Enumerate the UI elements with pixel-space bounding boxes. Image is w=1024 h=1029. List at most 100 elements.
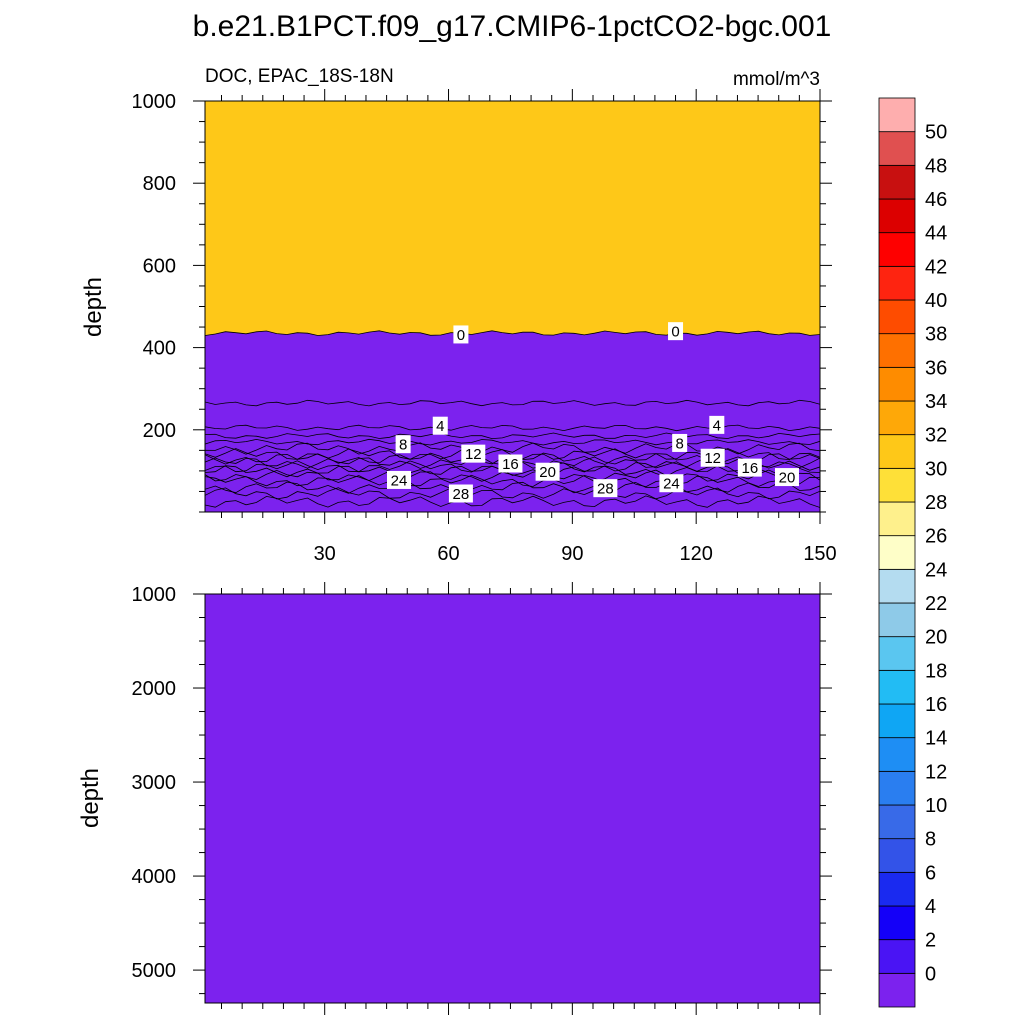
y-tick-label: 1000: [132, 91, 177, 113]
colorbar-swatch: [878, 333, 916, 368]
contour-label: 16: [498, 454, 523, 473]
contour-line-0: [205, 330, 820, 336]
contour-label: 24: [659, 474, 684, 493]
colorbar-label: 50: [925, 122, 947, 144]
svg-text:20: 20: [539, 464, 556, 481]
contour-line-24: [205, 474, 820, 488]
colorbar-swatch: [878, 804, 916, 840]
contour-band-0: [205, 330, 820, 512]
colorbar-label: 32: [925, 425, 947, 447]
colorbar-swatch: [878, 703, 916, 739]
colorbar-label: 30: [925, 458, 947, 480]
contour-line-8: [205, 438, 820, 446]
contour-line-28: [205, 487, 820, 500]
colorbar-swatch: [878, 265, 916, 301]
svg-text:16: 16: [741, 460, 758, 477]
colorbar-label: 12: [925, 761, 947, 783]
colorbar-swatch: [878, 97, 916, 133]
x-tick-label: 120: [679, 543, 712, 565]
colorbar-label: 44: [925, 223, 947, 245]
colorbar-label: 20: [925, 627, 947, 649]
top-panel-right-label: mmol/m^3: [733, 69, 820, 90]
contour-label: 4: [709, 415, 725, 434]
colorbar-label: 14: [925, 728, 947, 750]
colorbar-label: 48: [925, 155, 947, 177]
colorbar-label: 0: [925, 963, 936, 985]
colorbar-swatch: [878, 871, 916, 907]
colorbar-swatch: [878, 972, 916, 1008]
colorbar-label: 34: [925, 391, 947, 413]
x-tick-label: 30: [314, 543, 336, 565]
x-tick-label: 150: [803, 543, 836, 565]
svg-text:8: 8: [675, 435, 683, 452]
colorbar-label: 42: [925, 256, 947, 278]
y-tick-label: 800: [143, 173, 176, 195]
contour-label: 12: [700, 448, 725, 467]
contour-label: 24: [386, 470, 411, 489]
y-tick-label: 4000: [132, 866, 177, 888]
colorbar-label: 24: [925, 559, 947, 581]
contour-line-6: [205, 432, 820, 440]
y-tick-label: 400: [143, 338, 176, 360]
colorbar-label: 16: [925, 694, 947, 716]
contour-label: 20: [535, 462, 560, 481]
contour-label: 4: [432, 416, 448, 435]
colorbar-swatch: [878, 939, 916, 974]
svg-text:24: 24: [391, 472, 408, 489]
colorbar-label: 38: [925, 324, 947, 346]
contour-line-2: [205, 399, 820, 407]
colorbar-swatch: [878, 669, 916, 705]
colorbar-swatch: [878, 501, 916, 537]
colorbar-swatch: [878, 568, 916, 604]
contour-label: 28: [593, 479, 618, 498]
svg-text:16: 16: [502, 456, 519, 473]
contour-line-10: [205, 442, 820, 455]
x-tick-label: 90: [561, 543, 583, 565]
contour-label: 12: [461, 444, 486, 463]
colorbar-swatch: [878, 838, 916, 873]
svg-text:12: 12: [704, 450, 721, 467]
colorbar-swatch: [878, 131, 916, 166]
svg-text:0: 0: [457, 327, 465, 344]
colorbar-swatch: [878, 602, 916, 638]
x-tick-label: 60: [437, 543, 459, 565]
colorbar-label: 40: [925, 290, 947, 312]
colorbar-swatch: [878, 737, 916, 772]
svg-text:20: 20: [779, 470, 796, 487]
svg-text:4: 4: [713, 417, 721, 434]
colorbar-swatch: [878, 770, 916, 806]
contour-label: 8: [395, 435, 411, 454]
contour-line-26: [205, 481, 820, 494]
colorbar-swatch: [878, 636, 916, 671]
colorbar: 5048464442403836343230282624222018161412…: [878, 97, 947, 1008]
svg-text:4: 4: [436, 418, 444, 435]
svg-text:12: 12: [465, 446, 482, 463]
y-tick-label: 600: [143, 255, 176, 277]
y-tick-label: 1000: [132, 584, 177, 606]
svg-text:0: 0: [671, 324, 679, 341]
figure-title: b.e21.B1PCT.f09_g17.CMIP6-1pctCO2-bgc.00…: [193, 10, 832, 43]
colorbar-swatch: [878, 232, 916, 267]
colorbar-label: 28: [925, 492, 947, 514]
bottom-plot-area: 1000 2000 3000 4000 5000: [132, 582, 832, 1015]
y-tick-label: 2000: [132, 678, 177, 700]
svg-text:8: 8: [399, 437, 407, 454]
svg-text:28: 28: [453, 486, 470, 503]
colorbar-swatch: [878, 467, 916, 503]
contour-label: 20: [774, 468, 799, 487]
colorbar-label: 36: [925, 357, 947, 379]
colorbar-swatch: [878, 434, 916, 469]
contour-label: 28: [448, 484, 473, 503]
contour-label: 8: [672, 433, 688, 452]
colorbar-label: 6: [925, 862, 936, 884]
colorbar-swatch: [878, 164, 916, 200]
colorbar-label: 4: [925, 896, 936, 918]
colorbar-label: 18: [925, 660, 947, 682]
colorbar-label: 46: [925, 189, 947, 211]
colorbar-swatch: [878, 905, 916, 941]
contour-label: 0: [453, 325, 469, 344]
top-panel-left-label: DOC, EPAC_18S-18N: [205, 66, 394, 87]
